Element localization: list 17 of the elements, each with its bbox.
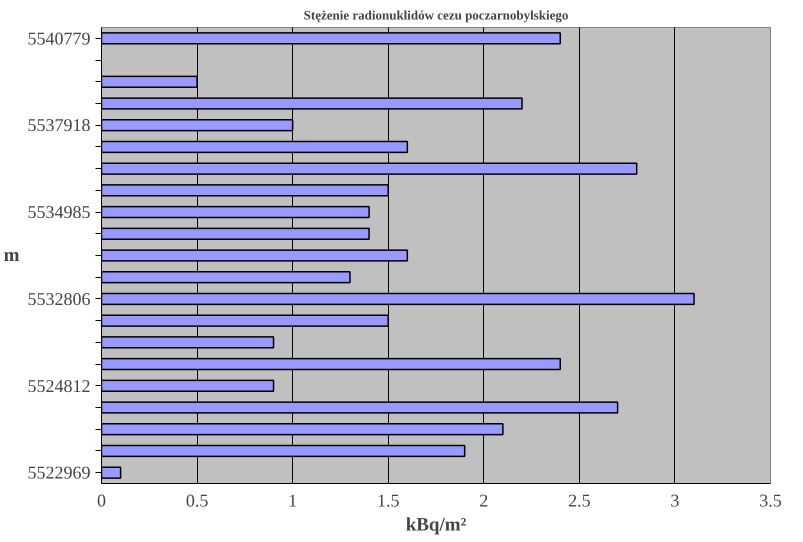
x-axis-title: kBq/m² xyxy=(406,514,467,536)
x-tick-label: 1.5 xyxy=(376,490,400,510)
x-tick-label: 1 xyxy=(288,490,298,510)
y-tick-label: 5537918 xyxy=(28,115,90,136)
y-axis-title: m xyxy=(4,245,20,266)
y-tick-label: 5522969 xyxy=(28,462,90,483)
x-tick-label: 0 xyxy=(97,490,106,510)
y-tick-label: 5534985 xyxy=(28,202,90,222)
x-tick-label: 3 xyxy=(670,490,680,510)
x-tick-label: 3.5 xyxy=(759,490,782,510)
chart-title: Stężenie radionuklidów cezu poczarnobylskiego xyxy=(304,8,568,22)
x-tick-label: 2.5 xyxy=(568,490,591,510)
x-tick-label: 2 xyxy=(479,490,488,510)
y-tick-label: 5524812 xyxy=(28,376,90,396)
y-tick-label: 5540779 xyxy=(28,28,90,48)
x-tick-label: 0.5 xyxy=(186,490,208,510)
y-tick-label: 5532806 xyxy=(28,288,90,309)
